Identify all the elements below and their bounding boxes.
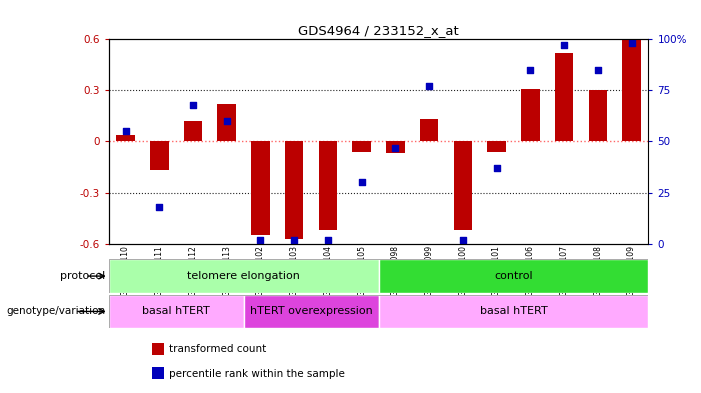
Bar — [319, 141, 337, 230]
Point — [154, 204, 165, 210]
Bar — [109, 295, 244, 328]
Text: percentile rank within the sample: percentile rank within the sample — [169, 369, 345, 378]
Bar — [109, 259, 379, 293]
Text: basal hTERT: basal hTERT — [142, 307, 210, 316]
Point — [120, 128, 131, 134]
Bar — [379, 295, 648, 328]
Text: hTERT overexpression: hTERT overexpression — [250, 307, 372, 316]
Point — [221, 118, 232, 124]
Text: genotype/variation: genotype/variation — [6, 307, 105, 316]
Point — [423, 83, 435, 90]
Bar — [251, 141, 270, 235]
Text: control: control — [494, 271, 533, 281]
Point — [559, 42, 570, 49]
Bar — [285, 141, 304, 239]
Point — [289, 237, 300, 243]
Title: GDS4964 / 233152_x_at: GDS4964 / 233152_x_at — [298, 24, 459, 37]
Text: transformed count: transformed count — [169, 344, 266, 354]
Point — [525, 67, 536, 73]
Bar — [184, 121, 203, 141]
Bar — [454, 141, 472, 230]
Bar — [622, 39, 641, 141]
Bar — [487, 141, 506, 152]
Bar — [386, 141, 404, 153]
Text: protocol: protocol — [60, 271, 105, 281]
Bar — [589, 90, 607, 141]
Bar — [554, 53, 573, 141]
Bar — [152, 367, 164, 379]
Bar — [521, 89, 540, 141]
Point — [592, 67, 604, 73]
Point — [626, 40, 637, 46]
Point — [356, 179, 367, 185]
Text: telomere elongation: telomere elongation — [187, 271, 300, 281]
Point — [322, 237, 334, 243]
Point — [255, 237, 266, 243]
Bar — [244, 295, 379, 328]
Bar — [379, 259, 648, 293]
Text: basal hTERT: basal hTERT — [479, 307, 547, 316]
Point — [187, 101, 198, 108]
Point — [491, 165, 502, 171]
Bar — [152, 343, 164, 354]
Bar — [353, 141, 371, 152]
Bar — [116, 135, 135, 141]
Bar — [420, 119, 438, 141]
Point — [457, 237, 468, 243]
Bar — [217, 104, 236, 141]
Point — [390, 145, 401, 151]
Bar — [150, 141, 168, 171]
